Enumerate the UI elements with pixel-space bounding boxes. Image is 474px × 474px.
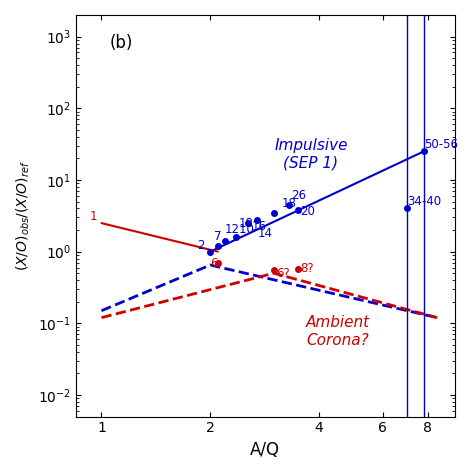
Text: Impulsive
(SEP 1): Impulsive (SEP 1) bbox=[274, 138, 347, 170]
Text: 7: 7 bbox=[214, 230, 221, 243]
Text: 18: 18 bbox=[282, 197, 296, 210]
Text: 8?: 8? bbox=[300, 262, 314, 275]
Y-axis label: $(X/O)_{obs}/(X/O)_{ref}$: $(X/O)_{obs}/(X/O)_{ref}$ bbox=[15, 160, 32, 271]
Text: 2: 2 bbox=[197, 239, 205, 252]
Text: 16: 16 bbox=[251, 220, 266, 233]
Text: Ambient
Corona?: Ambient Corona? bbox=[305, 316, 369, 348]
Text: 50-56: 50-56 bbox=[424, 138, 458, 151]
Text: 14: 14 bbox=[257, 227, 272, 240]
Text: 6?: 6? bbox=[276, 267, 290, 280]
Text: 34-40: 34-40 bbox=[407, 195, 441, 208]
X-axis label: A/Q: A/Q bbox=[250, 441, 280, 459]
Text: 18: 18 bbox=[239, 217, 254, 230]
Text: 6: 6 bbox=[210, 256, 218, 270]
Text: 1210: 1210 bbox=[225, 223, 255, 237]
Text: (b): (b) bbox=[109, 34, 133, 52]
Text: 1: 1 bbox=[89, 210, 97, 223]
Text: 26: 26 bbox=[291, 189, 306, 201]
Text: 20: 20 bbox=[300, 205, 315, 219]
